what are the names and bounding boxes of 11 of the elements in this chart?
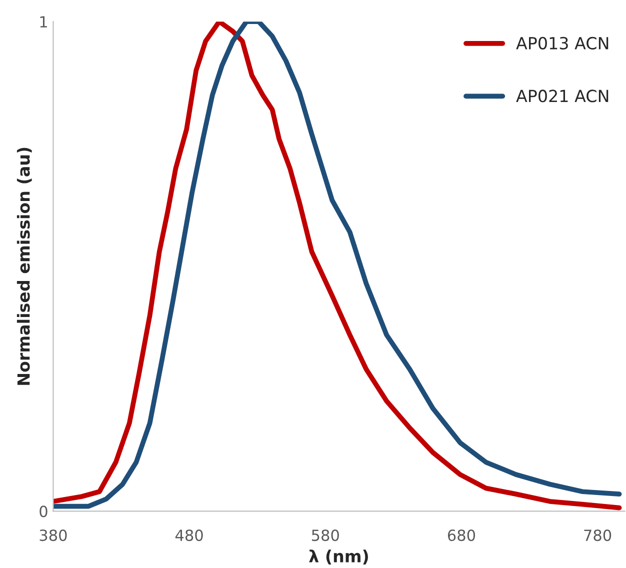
x-tick-label: 380 [40,530,67,542]
x-tick-label: 780 [584,530,612,542]
legend-label: AP013 ACN [516,36,608,50]
x-tick-label: 680 [448,530,476,542]
x-tick-label: 580 [312,530,339,542]
x-tick-label: 480 [175,530,203,542]
y-tick-label: 1 [40,16,47,28]
x-axis-title: λ (nm) [309,550,368,564]
legend-label: AP021 ACN [516,90,608,102]
y-axis-title: Normalised emission (au) [16,148,32,385]
y-tick-label: 0 [40,506,48,518]
